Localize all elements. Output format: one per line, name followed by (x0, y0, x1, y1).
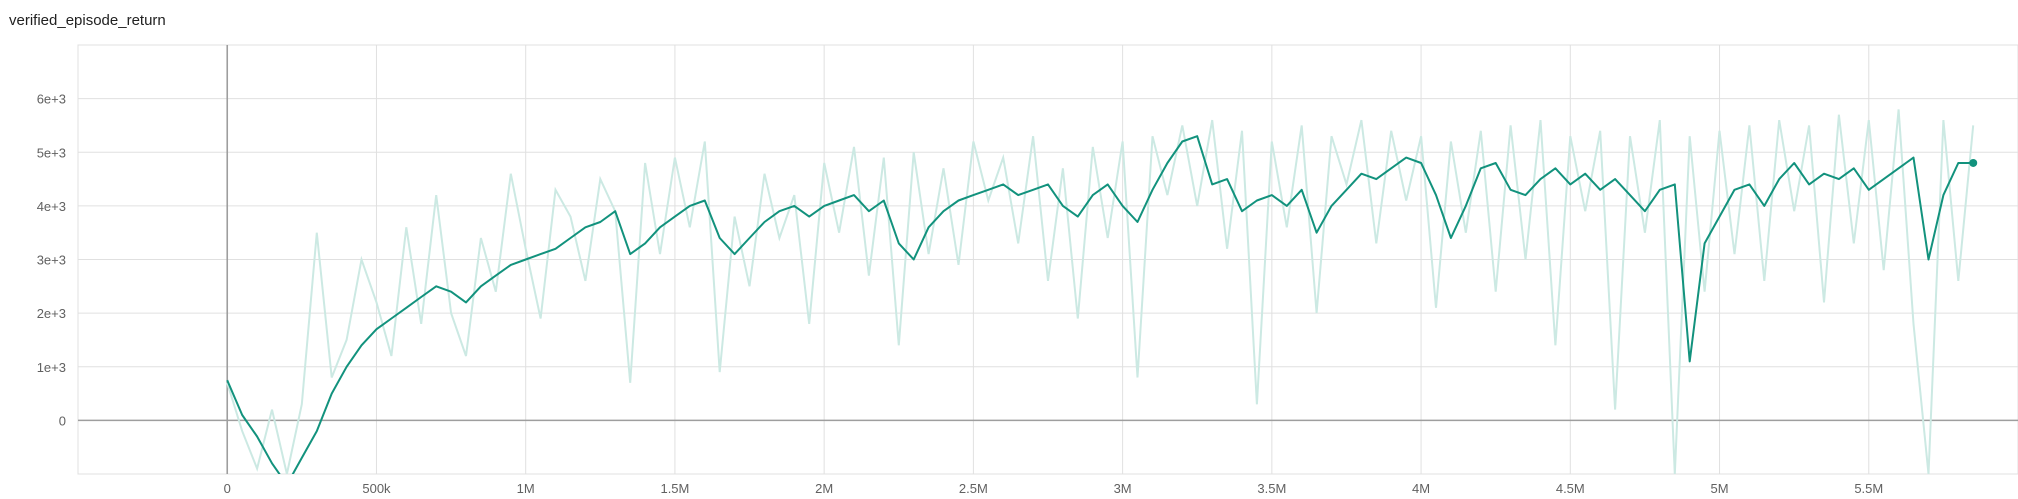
smoothed-series-layer (226, 135, 1978, 485)
chart-title: verified_episode_return (9, 12, 166, 29)
smoothed-series-endpoint[interactable] (1969, 158, 1978, 167)
smoothed-series-line[interactable] (226, 135, 1974, 485)
y-tick-labels: 0 1e+3 2e+3 3e+3 4e+3 5e+3 6e+3 (37, 92, 66, 429)
x-tick-label: 1M (517, 481, 535, 496)
x-tick-label: 1.5M (660, 481, 689, 496)
raw-series-layer (226, 109, 1975, 474)
x-tick-label: 0 (224, 481, 231, 496)
y-gridlines (78, 98, 2018, 368)
x-tick-label: 3.5M (1257, 481, 1286, 496)
raw-series-line (226, 109, 1975, 474)
plot-frame (77, 44, 2018, 475)
y-tick-label: 2e+3 (37, 306, 66, 321)
x-tick-labels: 0 500k 1M 1.5M 2M 2.5M 3M 3.5M 4M 4.5M 5M 5.5M (224, 481, 1884, 496)
y-tick-label: 1e+3 (37, 360, 66, 375)
y-tick-label: 6e+3 (37, 92, 66, 107)
x-tick-label: 2M (815, 481, 833, 496)
y-tick-label: 4e+3 (37, 199, 66, 214)
x-tick-label: 5.5M (1854, 481, 1883, 496)
x-tick-label: 4.5M (1556, 481, 1585, 496)
x-tick-label: 4M (1412, 481, 1430, 496)
x-tick-label: 500k (362, 481, 391, 496)
zero-axes (78, 45, 2018, 474)
x-tick-label: 5M (1711, 481, 1729, 496)
y-tick-label: 3e+3 (37, 253, 66, 268)
x-tick-label: 3M (1114, 481, 1132, 496)
x-tick-label: 2.5M (959, 481, 988, 496)
y-tick-label: 0 (59, 413, 66, 428)
y-tick-label: 5e+3 (37, 145, 66, 160)
